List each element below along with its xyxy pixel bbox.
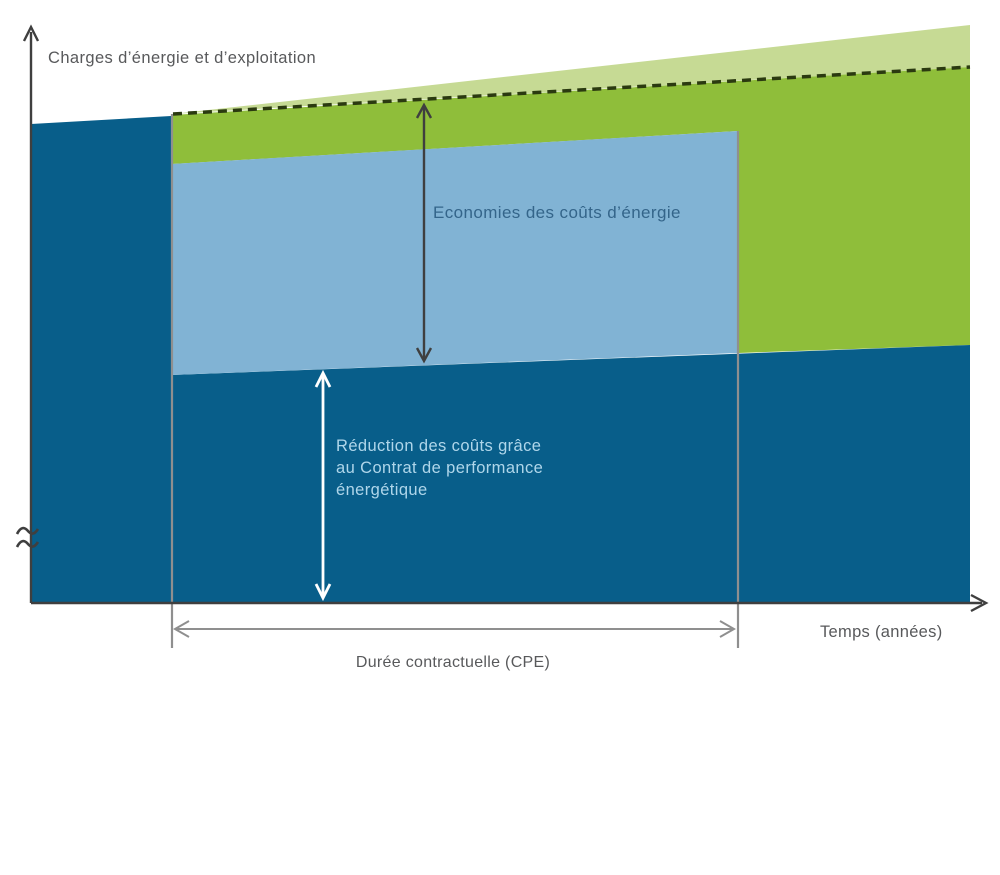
area-savings-client-share — [172, 67, 970, 353]
reference-cost-dashed-line — [172, 65, 971, 116]
area-extra-savings-price-increase — [172, 25, 970, 114]
legend: Economies des coûts d’énergie : part du … — [0, 700, 1000, 875]
reduction-label-line1: Réduction des coûts grâce — [336, 437, 541, 455]
axis-break-icon — [15, 539, 40, 548]
area-energy-bill-during-after-contract — [171, 345, 970, 603]
axis-break-icon — [15, 526, 40, 535]
savings-double-arrow-icon — [415, 102, 433, 364]
contract-duration-label: Durée contractuelle (CPE) — [356, 654, 550, 671]
reduction-label-line2: au Contrat de performance — [336, 459, 543, 477]
x-axis-label: Temps (années) — [820, 623, 943, 641]
y-axis-arrow-icon — [22, 24, 40, 42]
area-savings-owner-share — [171, 131, 738, 375]
reduction-double-arrow-icon — [314, 369, 332, 602]
contract-duration-arrow-icon — [172, 620, 737, 638]
x-axis-arrow-icon — [970, 593, 989, 613]
reduction-label-line3: énergétique — [336, 481, 428, 499]
savings-arrow-label: Economies des coûts d’énergie — [433, 203, 681, 222]
area-energy-bill-before-contract — [31, 116, 171, 603]
y-axis-label: Charges d’énergie et d’exploitation — [48, 49, 316, 67]
cpe-area-chart: Charges d’énergie et d’exploitation Econ… — [15, 24, 989, 671]
